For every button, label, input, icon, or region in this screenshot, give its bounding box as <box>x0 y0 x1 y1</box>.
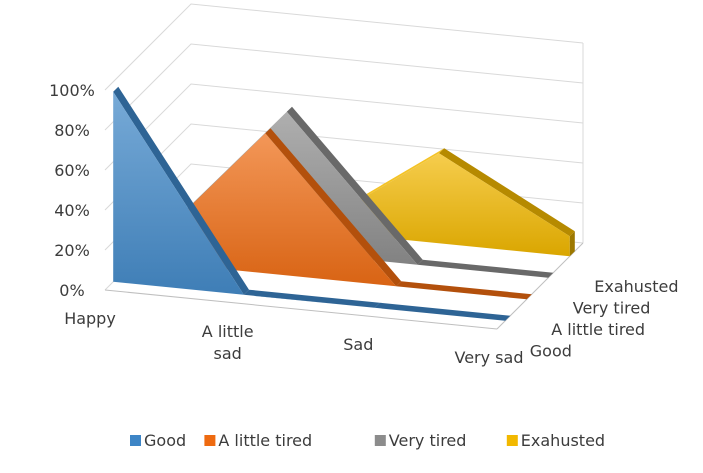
legend: Good A little tired Very tired Exahusted <box>130 431 605 450</box>
legend-label: Good <box>144 431 186 450</box>
y-tick-label: 20% <box>54 241 90 260</box>
series-top-face <box>396 281 532 300</box>
gridline <box>104 43 584 131</box>
series-top-face <box>417 259 554 278</box>
series-depth-labels: Good A little tired Very tired Exahusted <box>530 277 679 361</box>
category-label: Sad <box>343 335 373 354</box>
legend-item: Good <box>130 431 186 450</box>
series-top-face <box>265 128 402 287</box>
series-front-face <box>113 91 506 321</box>
series-end-cap <box>569 231 575 257</box>
y-tick-label: 80% <box>54 121 90 140</box>
gridline <box>104 3 584 91</box>
category-label: A little sad <box>202 322 254 363</box>
legend-swatch <box>374 435 386 446</box>
series-layer <box>113 86 575 321</box>
category-labels: Happy A little sad Sad Very sad <box>64 309 523 367</box>
legend-label: Exahusted <box>521 431 605 450</box>
category-label: Happy <box>64 309 116 328</box>
series-top-face <box>286 106 423 265</box>
legend-swatch <box>130 435 141 446</box>
legend-label: Very tired <box>389 431 467 450</box>
series-depth-label: Exahusted <box>594 277 678 296</box>
y-tick-label: 100% <box>49 81 95 100</box>
series-front-face <box>134 133 527 300</box>
series-top-face <box>439 148 575 237</box>
series-depth-label: A little tired <box>551 320 645 339</box>
y-tick-label: 60% <box>54 161 90 180</box>
category-axis-line <box>104 289 498 330</box>
y-tick-label: 0% <box>59 281 84 300</box>
legend-swatch <box>506 435 518 446</box>
y-tick-label: 40% <box>54 201 90 220</box>
legend-item: Very tired <box>374 431 467 450</box>
depth-axis-line <box>496 242 584 330</box>
gridline <box>104 83 584 171</box>
series-depth-label: Good <box>530 341 572 360</box>
series-top-face <box>374 302 511 321</box>
axes <box>104 242 584 330</box>
legend-swatch <box>204 435 216 446</box>
series-top-face <box>243 289 380 308</box>
y-tick-labels: 0% 20% 40% 60% 80% 100% <box>49 81 95 300</box>
series-top-face <box>113 86 249 295</box>
legend-item: Exahusted <box>506 431 605 450</box>
legend-item: A little tired <box>204 431 312 450</box>
category-label: Very sad <box>455 348 524 367</box>
legend-label: A little tired <box>218 431 312 450</box>
series-good <box>113 86 511 321</box>
series-depth-label: Very tired <box>573 298 651 317</box>
